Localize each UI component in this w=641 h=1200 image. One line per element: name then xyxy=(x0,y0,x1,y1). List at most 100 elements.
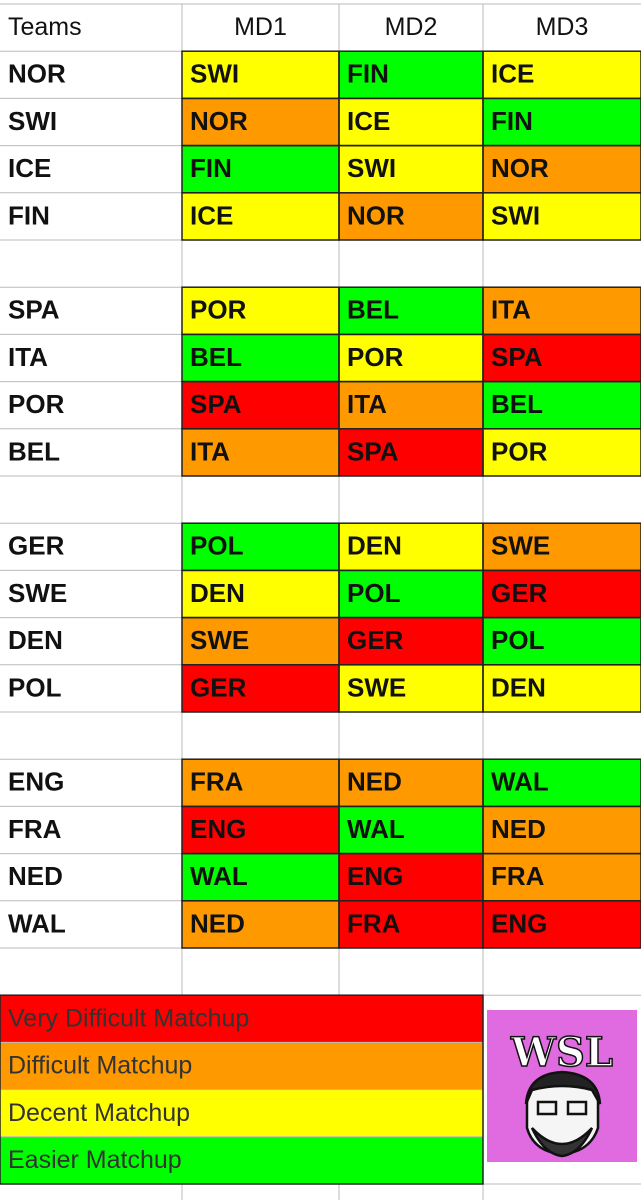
logo: WSL xyxy=(487,1010,637,1162)
fixture-cell xyxy=(483,617,641,665)
fixture-opponent: NED xyxy=(347,767,402,797)
fixture-opponent: POL xyxy=(347,578,401,608)
fixture-cell xyxy=(339,428,483,476)
team-cell: ICE xyxy=(8,153,51,183)
fixture-cell xyxy=(339,145,483,193)
fixture-opponent: FIN xyxy=(491,106,533,136)
team-cell: FRA xyxy=(8,814,62,844)
fixture-cell xyxy=(339,900,483,948)
team-cell: GER xyxy=(8,531,65,561)
fixture-cell xyxy=(182,806,339,854)
fixture-opponent: GER xyxy=(347,625,404,655)
fixture-cell xyxy=(182,853,339,901)
fixture-cell xyxy=(182,145,339,193)
fixture-opponent: SWI xyxy=(190,59,239,89)
fixture-opponent: FIN xyxy=(190,153,232,183)
fixture-opponent: WAL xyxy=(190,861,248,891)
header-cell: MD1 xyxy=(234,13,287,41)
fixture-cell xyxy=(182,334,339,382)
fixture-cell xyxy=(483,853,641,901)
legend-swatch xyxy=(0,995,483,1043)
fixture-opponent: BEL xyxy=(347,295,399,325)
fixture-cell xyxy=(339,570,483,618)
fixture-opponent: SWI xyxy=(491,200,540,230)
fixture-cell xyxy=(339,51,483,99)
fixture-cell xyxy=(339,664,483,712)
fixture-cell xyxy=(182,570,339,618)
fixture-opponent: ITA xyxy=(491,295,531,325)
fixture-cell xyxy=(483,98,641,146)
fixture-opponent: GER xyxy=(491,578,548,608)
fixture-cell xyxy=(483,570,641,618)
fixture-opponent: NOR xyxy=(190,106,248,136)
team-cell: SPA xyxy=(8,295,60,325)
fixture-cell xyxy=(182,759,339,807)
fixture-opponent: SPA xyxy=(347,436,399,466)
fixture-cell xyxy=(483,806,641,854)
fixture-opponent: FRA xyxy=(190,767,244,797)
fixture-opponent: NOR xyxy=(347,200,405,230)
legend-swatch xyxy=(0,1136,483,1184)
fixture-opponent: SWI xyxy=(347,153,396,183)
fixture-cell xyxy=(483,900,641,948)
fixture-cell xyxy=(483,381,641,429)
fixture-cell xyxy=(483,428,641,476)
legend-label: Difficult Matchup xyxy=(8,1052,192,1080)
fixture-opponent: SPA xyxy=(491,342,543,372)
fixture-cell xyxy=(339,853,483,901)
fixture-opponent: NOR xyxy=(491,153,549,183)
fixture-cell xyxy=(182,428,339,476)
logo-text: WSL xyxy=(510,1029,613,1076)
team-cell: POL xyxy=(8,672,62,702)
cells: Teams MD1 MD2 MD3 NOR SWI FIN ICE SWI NOR ICE FIN IC… xyxy=(0,13,641,1184)
fixture-opponent: SPA xyxy=(190,389,242,419)
fixture-opponent: POL xyxy=(491,625,545,655)
fixture-cell xyxy=(339,806,483,854)
header-cell: MD2 xyxy=(385,13,438,41)
team-cell: BEL xyxy=(8,436,60,466)
fixture-opponent: ITA xyxy=(347,389,387,419)
team-cell: NOR xyxy=(8,59,66,89)
fixture-cell xyxy=(339,523,483,571)
team-cell: DEN xyxy=(8,625,63,655)
fixture-cell xyxy=(483,287,641,335)
fixture-opponent: NED xyxy=(190,908,245,938)
fixture-opponent: WAL xyxy=(347,814,405,844)
fixture-opponent: SWE xyxy=(491,531,550,561)
fixture-cell xyxy=(339,98,483,146)
fixture-cell xyxy=(182,51,339,99)
fixture-cell xyxy=(483,145,641,193)
cell-border xyxy=(482,900,641,949)
team-cell: SWI xyxy=(8,106,57,136)
header-cell: MD3 xyxy=(536,13,589,41)
grid xyxy=(0,3,641,1200)
fixture-opponent: SWE xyxy=(347,672,406,702)
fixture-opponent: POR xyxy=(347,342,404,372)
team-cell: ITA xyxy=(8,342,48,372)
fixture-cell xyxy=(182,523,339,571)
legend-swatch xyxy=(0,1042,483,1090)
fixture-cell xyxy=(339,381,483,429)
team-cell: POR xyxy=(8,389,65,419)
fixture-opponent: DEN xyxy=(491,672,546,702)
fixture-opponent: ICE xyxy=(347,106,390,136)
team-cell: ENG xyxy=(8,767,64,797)
fixture-opponent: ENG xyxy=(190,814,246,844)
fixture-opponent: NED xyxy=(491,814,546,844)
cell-border xyxy=(482,664,641,713)
fixture-opponent: FRA xyxy=(491,861,545,891)
fixture-cell xyxy=(182,900,339,948)
fixture-cell xyxy=(483,192,641,240)
legend-swatch xyxy=(0,1089,483,1137)
team-cell: FIN xyxy=(8,200,50,230)
fixture-opponent: ENG xyxy=(491,908,547,938)
fixture-opponent: BEL xyxy=(491,389,543,419)
fixture-opponent: POR xyxy=(491,436,548,466)
legend-label: Easier Matchup xyxy=(8,1146,182,1174)
fixture-cell xyxy=(483,664,641,712)
fixture-opponent: ICE xyxy=(491,59,534,89)
fixture-cell xyxy=(483,51,641,99)
fixture-opponent: FRA xyxy=(347,908,401,938)
fixture-cell xyxy=(182,192,339,240)
